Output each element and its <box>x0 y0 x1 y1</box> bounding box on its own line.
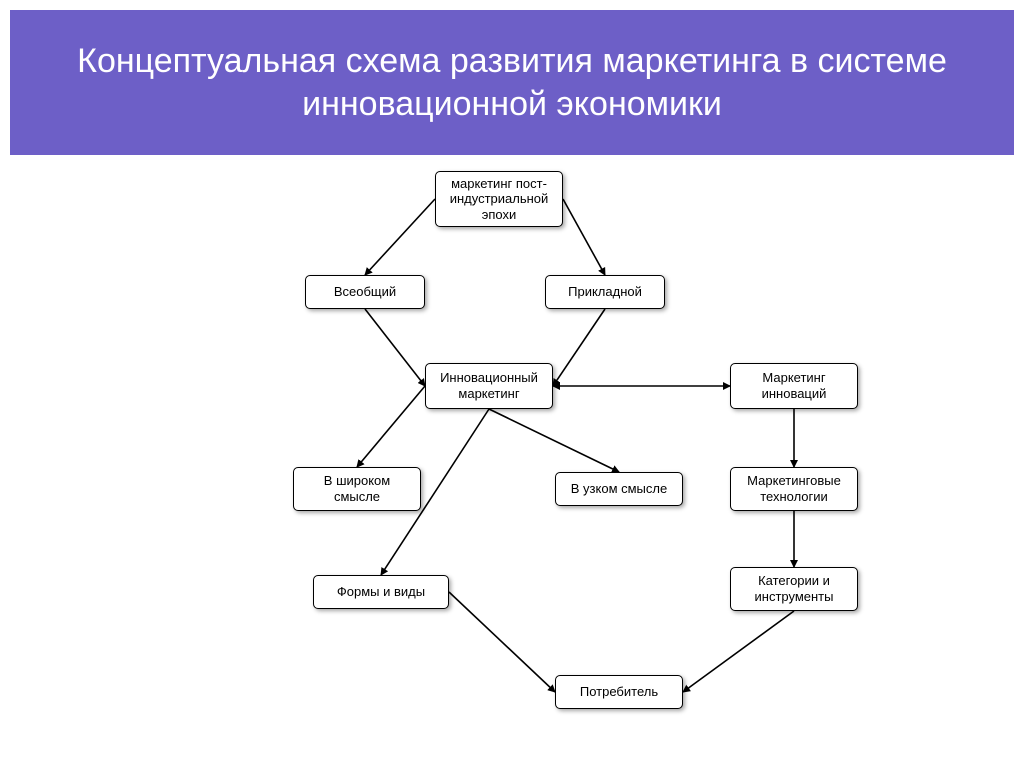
edge-n_forms-n_consumer <box>449 592 555 692</box>
edge-n_innov_mkt-n_narrow <box>489 409 619 472</box>
node-n_forms: Формы и виды <box>313 575 449 609</box>
edge-n_top-n_applied <box>563 199 605 275</box>
edge-n_top-n_universal <box>365 199 435 275</box>
flowchart-diagram: маркетинг пост-индустриальной эпохи Всеоб… <box>0 0 1024 768</box>
node-n_mkt_innov: Маркетинг инноваций <box>730 363 858 409</box>
node-n_applied: Прикладной <box>545 275 665 309</box>
node-n_categories: Категории и инструменты <box>730 567 858 611</box>
node-n_innov_mkt: Инновационный маркетинг <box>425 363 553 409</box>
edge-n_applied-n_innov_mkt <box>553 309 605 386</box>
edge-n_universal-n_innov_mkt <box>365 309 425 386</box>
node-n_narrow: В узком смысле <box>555 472 683 506</box>
node-n_universal: Всеобщий <box>305 275 425 309</box>
node-n_tech: Маркетинговые технологии <box>730 467 858 511</box>
node-n_top: маркетинг пост-индустриальной эпохи <box>435 171 563 227</box>
edge-n_innov_mkt-n_broad <box>357 386 425 467</box>
node-n_consumer: Потребитель <box>555 675 683 709</box>
edge-n_categories-n_consumer <box>683 611 794 692</box>
node-n_broad: В широком смысле <box>293 467 421 511</box>
